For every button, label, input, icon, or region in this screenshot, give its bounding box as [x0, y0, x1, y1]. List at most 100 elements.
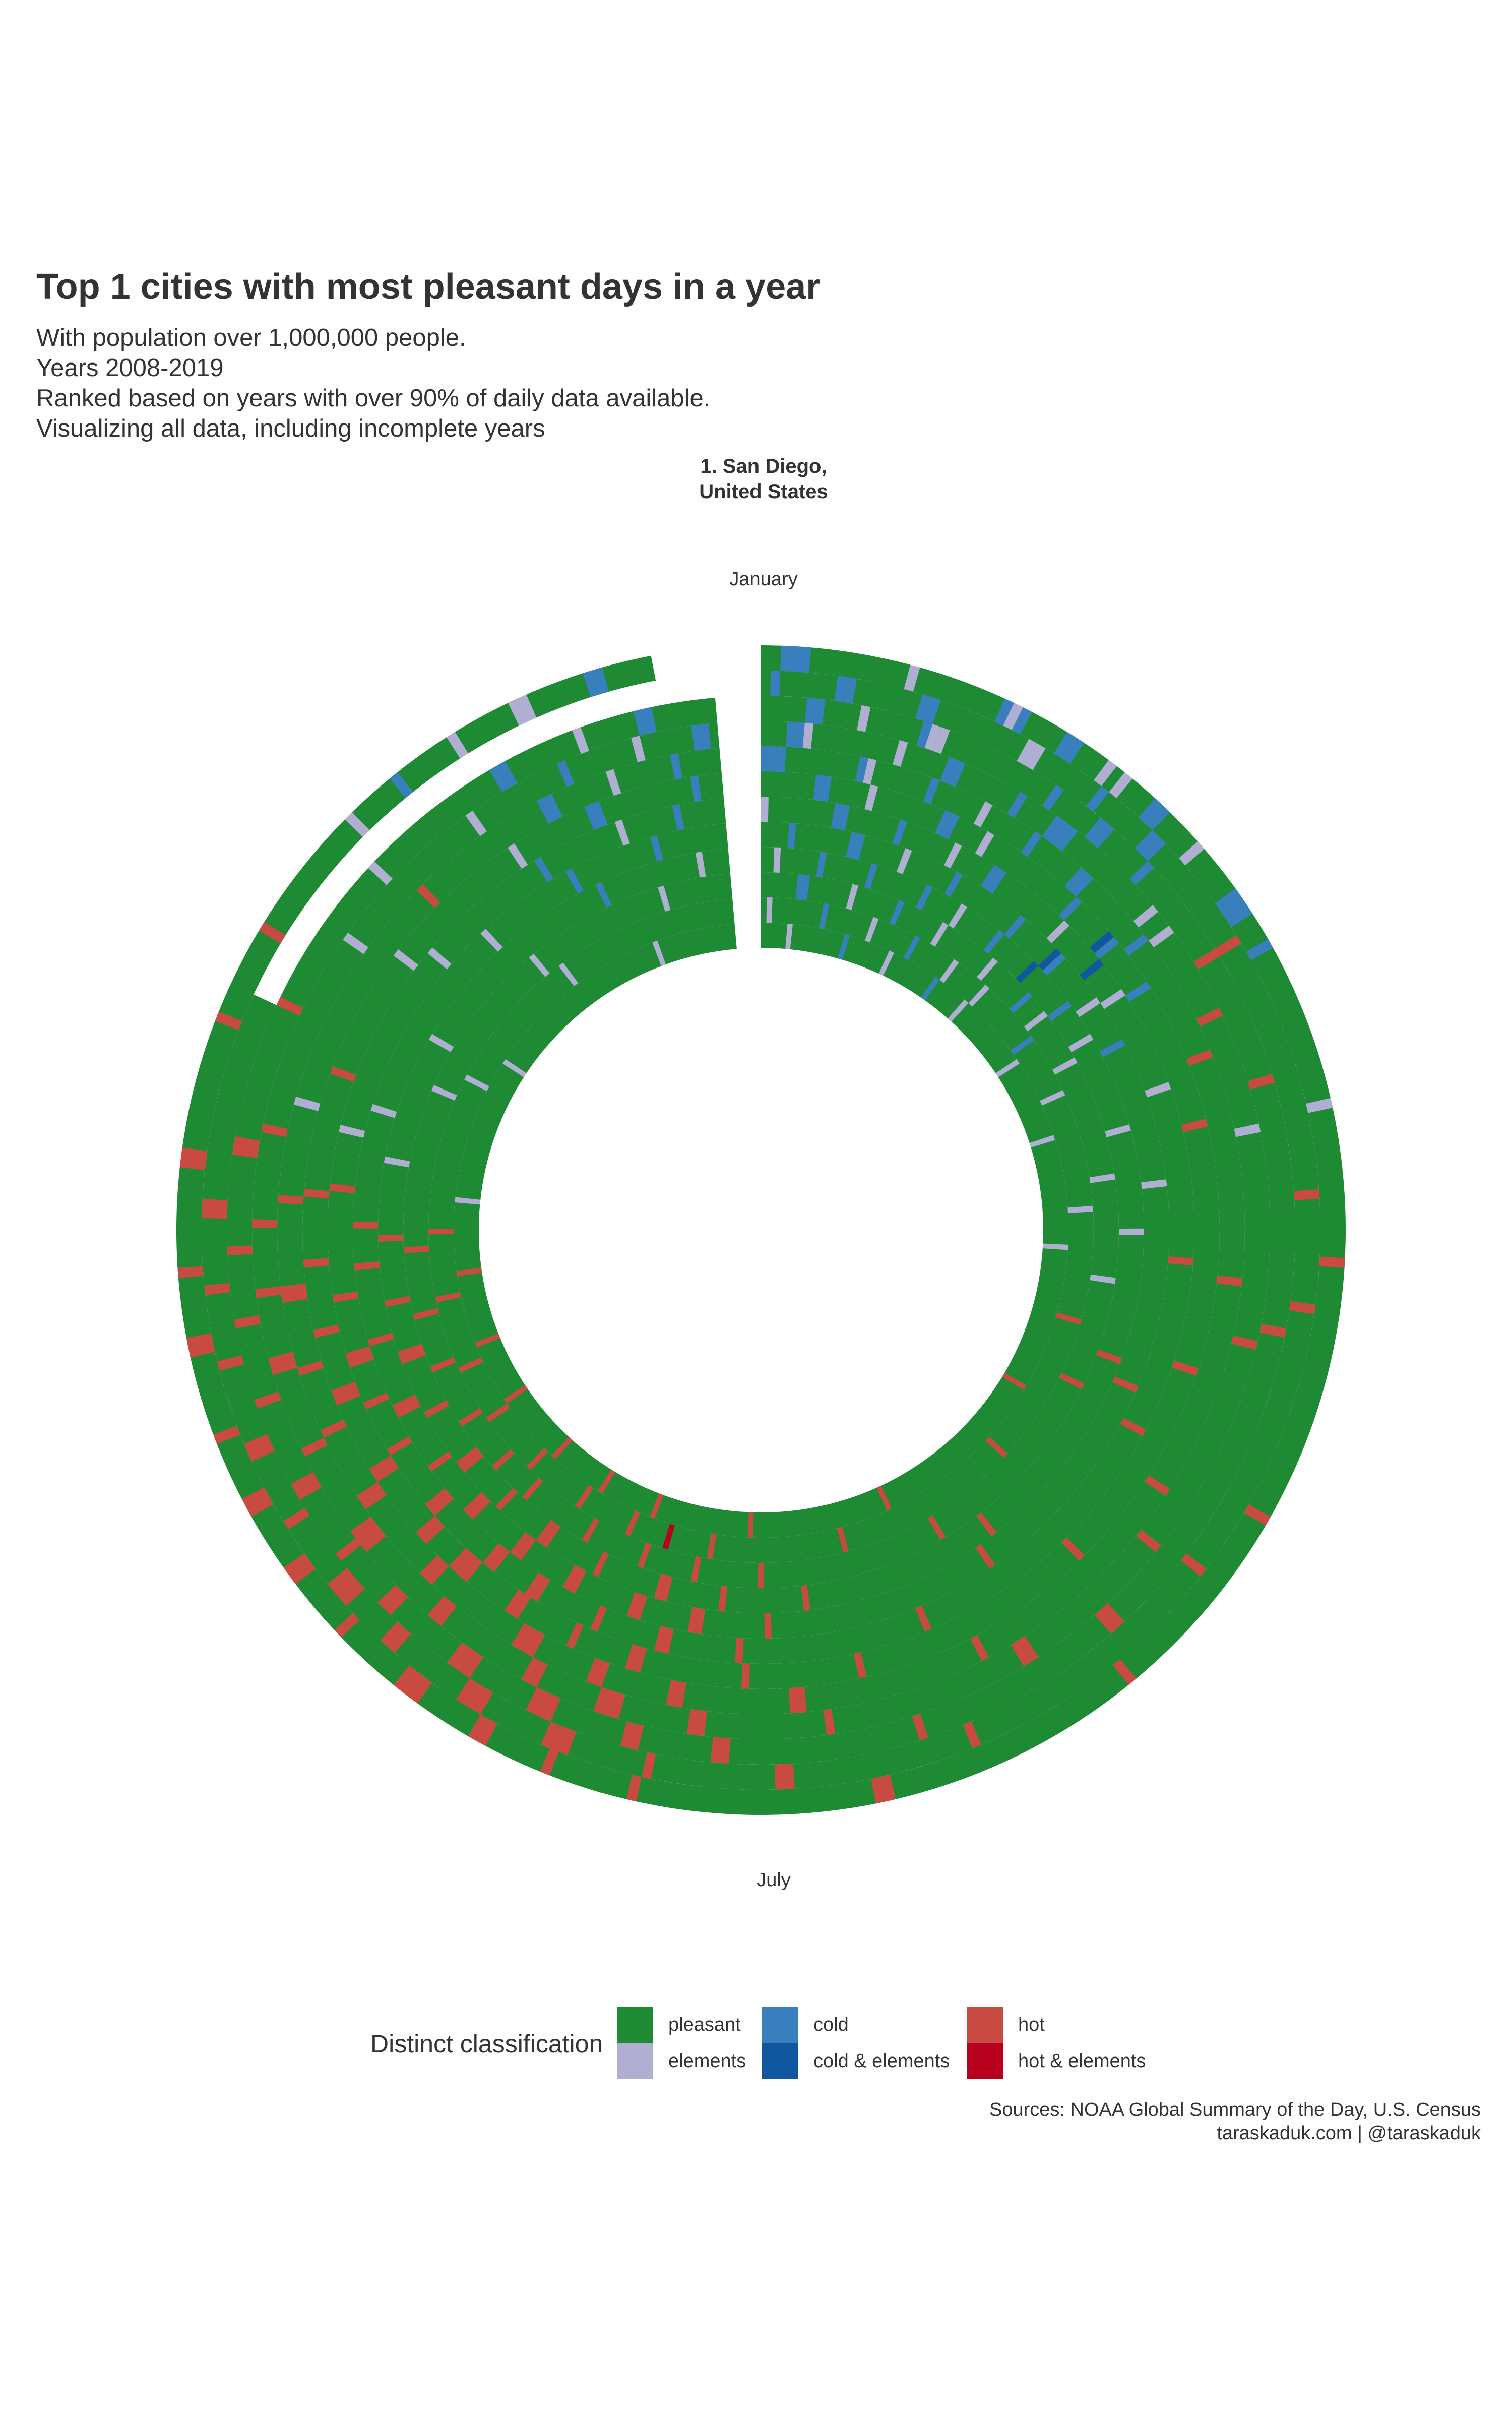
- year-ring-2009: [428, 897, 1094, 1563]
- day-cell-hot: [468, 1497, 491, 1520]
- day-cell-hot: [1120, 1418, 1146, 1436]
- day-cell-hot: [463, 1492, 486, 1515]
- legend-label: hot & elements: [1018, 2050, 1146, 2072]
- day-cell-hot: [504, 1589, 525, 1615]
- day-cell-hot: [430, 1493, 454, 1516]
- day-cell-hot: [518, 1627, 538, 1653]
- day-cell-hot: [421, 1521, 445, 1544]
- day-cell-cold: [838, 804, 850, 831]
- day-cell-hot: [912, 1714, 928, 1741]
- day-cell-cold: [769, 746, 778, 772]
- day-cell-cold: [916, 884, 933, 911]
- day-cell-elements: [1025, 743, 1046, 770]
- day-cell-cold: [1047, 1001, 1072, 1021]
- day-cell-elements: [393, 949, 418, 971]
- day-cell-hot: [434, 1601, 457, 1626]
- day-cell-hot: [301, 1437, 328, 1457]
- day-cell-elements: [1179, 841, 1205, 866]
- day-cell-hot: [367, 1333, 394, 1347]
- day-cell-cold: [1086, 786, 1109, 812]
- day-cell-cold: [892, 819, 908, 846]
- day-cell-hot: [1061, 1537, 1085, 1561]
- day-cell-cold: [786, 721, 796, 748]
- day-cell-elements: [446, 732, 469, 759]
- day-cell-elements: [339, 1125, 365, 1138]
- day-cell-hot: [1094, 1609, 1118, 1634]
- day-cell-hot: [387, 1436, 412, 1456]
- day-cell-hot: [186, 1333, 213, 1348]
- day-cell-hot: [217, 1355, 244, 1371]
- facet-city: 1. San Diego,: [700, 455, 827, 477]
- day-cell-cold: [1010, 992, 1033, 1013]
- day-cell-elements: [973, 801, 993, 828]
- legend-swatch-pleasant: [617, 2007, 653, 2043]
- day-cell-cold: [1145, 805, 1170, 830]
- day-cell-hot: [526, 1631, 545, 1657]
- day-cell-cold: [1138, 798, 1163, 824]
- day-cell-hot: [594, 1660, 610, 1687]
- day-cell-hot: [915, 1605, 932, 1632]
- day-cell-hot: [1247, 1073, 1275, 1090]
- day-cell-elements: [502, 1059, 527, 1077]
- day-cell-cold: [777, 746, 786, 772]
- day-cell-cold: [556, 760, 575, 787]
- day-cell-hot: [853, 1652, 867, 1679]
- day-cell-elements: [968, 984, 990, 1007]
- day-cell-hot: [549, 1725, 568, 1752]
- day-cell-hot: [650, 1493, 664, 1519]
- day-cell-hot: [598, 1469, 616, 1494]
- day-cell-hot: [526, 1687, 545, 1714]
- year-ring-2011: [377, 847, 1144, 1613]
- day-cell-hot: [334, 1613, 360, 1638]
- day-cell-hot: [522, 1478, 543, 1501]
- day-cell-hot: [796, 1686, 807, 1713]
- day-cell-cold: [690, 775, 702, 802]
- day-cell-hot: [593, 1687, 610, 1714]
- day-cell-cold: [1048, 821, 1071, 846]
- day-cell-elements: [878, 950, 894, 976]
- day-cell-hot: [334, 1575, 359, 1599]
- day-cell-hot: [880, 1775, 896, 1802]
- day-cell-cold: [672, 804, 684, 831]
- month-label-july: July: [757, 1869, 791, 1891]
- day-cell-hot: [395, 1400, 421, 1418]
- day-cell-hot: [204, 1283, 231, 1295]
- day-cell-hot: [475, 1333, 500, 1348]
- day-cell-hot: [283, 1553, 310, 1576]
- day-cell-hot: [213, 1426, 240, 1444]
- day-cell-elements: [508, 843, 528, 869]
- day-cell-hot: [303, 1188, 330, 1199]
- day-cell-elements: [924, 724, 941, 751]
- day-cell-elements: [1149, 925, 1174, 948]
- day-cell-cold: [770, 671, 781, 696]
- day-cell-elements: [431, 1085, 457, 1101]
- day-cell-hot: [526, 1448, 548, 1470]
- day-cell-cold: [691, 724, 703, 751]
- day-cell-hot: [764, 1613, 772, 1639]
- day-cell-hot: [975, 1544, 995, 1569]
- day-cell-cold: [787, 822, 796, 849]
- day-cell-hot: [373, 1462, 399, 1482]
- day-cell-hot: [430, 1357, 456, 1373]
- day-cell-hot: [1186, 1049, 1213, 1066]
- day-cell-elements: [1133, 904, 1159, 928]
- day-cell-hot: [1289, 1301, 1316, 1314]
- day-cell-hot: [462, 1652, 484, 1678]
- day-cell-hot: [1096, 1349, 1122, 1364]
- day-cell-elements: [1094, 760, 1117, 786]
- legend-item-hot-elements: hot & elements: [967, 2043, 1146, 2079]
- day-cell-hot: [569, 1568, 587, 1594]
- legend-item-cold-elements: cold & elements: [762, 2043, 950, 2079]
- day-cell-cold: [980, 865, 1001, 890]
- day-cell-hot: [637, 1542, 652, 1568]
- day-cell-cold: [634, 709, 648, 736]
- day-cell-cold: [1084, 817, 1108, 843]
- day-cell-cold-elements: [1038, 948, 1061, 971]
- day-cell-hot: [363, 1393, 390, 1410]
- day-cell-hot: [464, 1683, 485, 1710]
- day-cell-hot: [541, 1721, 559, 1748]
- day-cell-hot: [1011, 1640, 1032, 1667]
- day-cell-cold: [799, 646, 811, 673]
- day-cell-hot: [654, 1574, 667, 1600]
- day-cell-hot: [247, 1442, 275, 1462]
